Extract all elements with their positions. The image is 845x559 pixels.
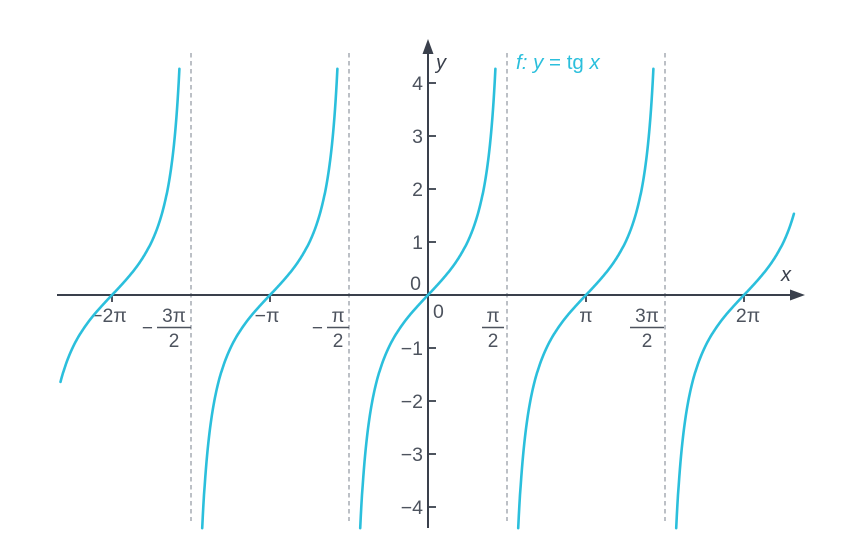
legend-text-part: x [589,51,601,74]
y-axis-arrow [422,39,434,54]
y-axis-label: y [434,52,447,74]
x-tick-label: −2π [91,305,127,327]
x-tick-fraction-sign: − [142,318,153,339]
x-tick-label: π [579,305,592,327]
y-tick-label: −4 [401,497,423,519]
tangent-curve-branch [358,67,497,530]
x-axis-arrow [790,289,805,301]
tangent-curve-branch [59,67,181,384]
x-tick-fraction-sign: − [312,318,323,339]
y-tick-label: 2 [412,179,423,201]
x-tick-fraction-numerator: 3π [635,306,659,327]
y-tick-label: 4 [412,73,423,95]
y-tick-label: −2 [401,391,423,413]
y-tick-label: −1 [401,338,423,360]
curve-layer [59,67,796,530]
x-tick-label: 2π [736,305,760,327]
legend-label: f: y = tg x [516,51,601,74]
y-tick-label: −3 [401,444,423,466]
x-tick-fraction-numerator: π [331,306,344,327]
tangent-curve-branch [674,212,796,530]
x-axis-label: x [780,264,792,286]
x-tick-fraction-denominator: 2 [169,331,180,352]
y-tick-label: 1 [412,232,423,254]
asymptotes-layer [190,53,666,521]
y-tick-label: 3 [412,126,423,148]
x-tick-label: −π [255,305,280,327]
tangent-curve-branch [200,67,339,530]
x-tick-fraction-denominator: 2 [333,331,344,352]
x-tick-fraction-denominator: 2 [642,331,653,352]
legend-text-part: y [531,51,545,74]
legend-text-part: f: [516,51,533,74]
legend-text-part: = [543,51,566,74]
x-tick-fraction-numerator: 3π [162,306,186,327]
tangent-curve-branch [516,67,655,530]
x-tick-fraction-numerator: π [486,306,499,327]
legend-text-part: tg [567,51,590,74]
y-origin-label: 0 [410,273,421,295]
x-tick-fraction-denominator: 2 [488,331,499,352]
x-origin-label: 0 [433,301,444,323]
